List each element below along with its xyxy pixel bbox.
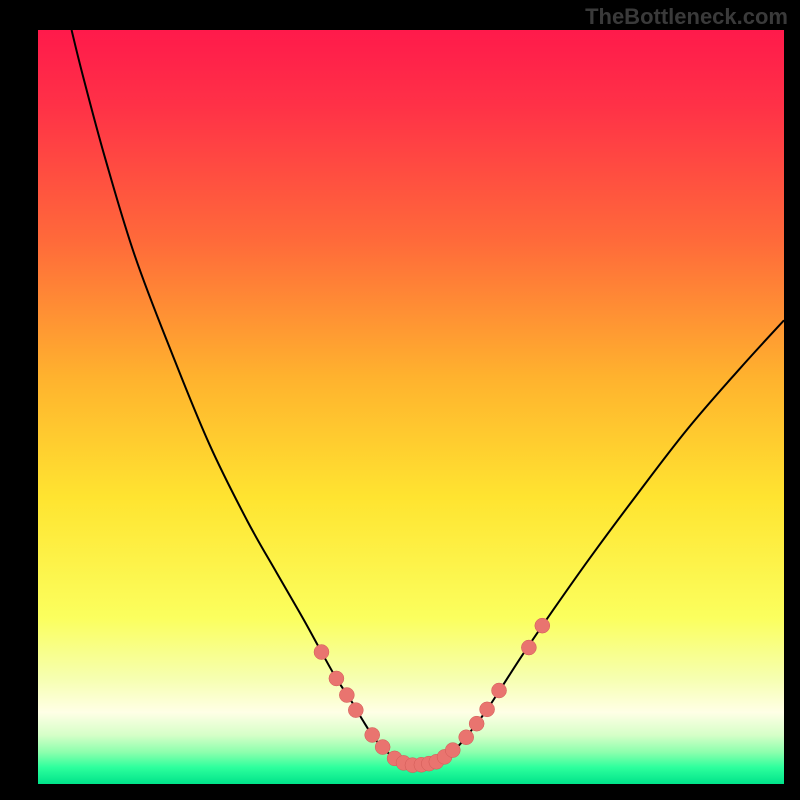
data-marker <box>365 727 380 742</box>
data-marker <box>329 671 344 686</box>
data-marker <box>459 730 474 745</box>
watermark-text: TheBottleneck.com <box>585 4 788 30</box>
data-marker <box>521 640 536 655</box>
data-marker <box>492 683 507 698</box>
data-marker <box>445 743 460 758</box>
plot-background <box>38 30 784 784</box>
data-marker <box>339 688 354 703</box>
plot-area <box>38 30 784 784</box>
data-marker <box>535 618 550 633</box>
data-marker <box>469 716 484 731</box>
bottleneck-chart <box>38 30 784 784</box>
data-marker <box>348 703 363 718</box>
data-marker <box>375 740 390 755</box>
chart-container: { "watermark": { "text": "TheBottleneck.… <box>0 0 800 800</box>
data-marker <box>480 702 495 717</box>
data-marker <box>314 645 329 660</box>
